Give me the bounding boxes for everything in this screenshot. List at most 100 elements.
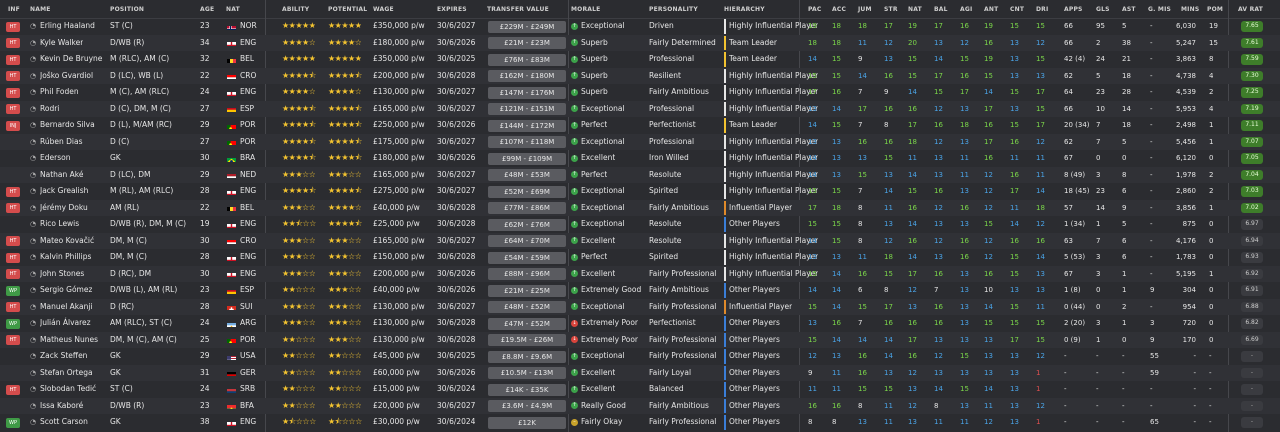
table-row[interactable]: HT ◔ Kyle Walker D/WB (R) 34 ENG ★★★★☆ ★★★★☆ £18… [0,34,1280,51]
player-name[interactable]: Kalvin Phillips [40,252,92,261]
col-nat[interactable]: NAT [226,6,240,13]
player-name[interactable]: Phil Foden [40,87,79,96]
player-name[interactable]: Matheus Nunes [40,334,99,344]
col-ant[interactable]: ANT [984,6,999,13]
col-mins[interactable]: MINS [1181,6,1200,13]
player-name[interactable]: Julián Álvarez [40,318,91,327]
player-name[interactable]: Nathan Aké [40,169,84,179]
status-badge[interactable]: HT [6,54,20,65]
table-row[interactable]: WP ◔ Scott Carson GK 38 ENG ★⯪☆☆☆ ★⯪☆☆☆ £30,000 … [0,414,1280,431]
player-name[interactable]: Jérémy Doku [40,202,88,212]
table-row[interactable]: HT ◔ Erling Haaland ST (C) 23 NOR ★★★★★ ★★★★★ £3… [0,18,1280,35]
status-badge[interactable]: WP [6,417,20,428]
player-name[interactable]: John Stones [40,268,85,278]
status-badge[interactable]: INJ [6,120,20,131]
player-name[interactable]: Bernardo Silva [40,120,95,129]
status-badge[interactable]: HT [6,21,20,32]
status-badge[interactable]: HT [6,87,20,98]
col-pac[interactable]: PAC [808,6,822,13]
player-name[interactable]: Rico Lewis [40,219,80,228]
table-row[interactable]: WP ◔ Julián Álvarez AM (RLC), ST (C) 24 ARG ★★… [0,315,1280,332]
col-ast[interactable]: AST [1122,6,1136,13]
attribute-value: 13 [934,170,943,179]
col-gmis[interactable]: G. MIS [1148,6,1172,13]
col-avrat[interactable]: AV RAT [1238,6,1264,13]
col-position[interactable]: POSITION [110,6,145,13]
player-name[interactable]: Slobodan Tedić [40,384,97,393]
table-row[interactable]: HT ◔ Joško Gvardiol D (LC), WB (L) 22 CRO ★★★★… [0,67,1280,84]
col-name[interactable]: NAME [30,6,51,13]
table-row[interactable]: HT ◔ Jérémy Doku AM (RL) 22 BEL ★★★☆☆ ★★★★☆ £40,… [0,199,1280,216]
table-row[interactable]: ◔ Rico Lewis D/WB (R), DM, M (C) 19 ENG ★★⯪☆☆… [0,216,1280,233]
table-row[interactable]: HT ◔ Mateo Kovačić DM, M (C) 30 CRO ★★★☆☆ ★★★☆☆… [0,232,1280,249]
col-morale[interactable]: MORALE [571,6,601,13]
col-nat-attr[interactable]: NAT [908,6,922,13]
status-badge[interactable]: HT [6,269,20,279]
player-name[interactable]: Zack Steffen [40,351,88,360]
player-name[interactable]: Rodri [40,103,60,113]
col-agi[interactable]: AGI [960,6,973,13]
player-name[interactable]: Rúben Dias [40,136,83,146]
col-potential[interactable]: POTENTIAL [328,6,368,13]
player-name[interactable]: Kevin De Bruyne [40,54,103,63]
player-name[interactable]: Sergio Gómez [40,285,93,294]
status-badge[interactable]: HT [6,186,20,197]
table-row[interactable]: HT ◔ Manuel Akanji D (RC) 28 SUI ★★★☆☆ ★★★☆☆ £13… [0,298,1280,315]
col-age[interactable]: AGE [200,6,215,13]
status-badge[interactable]: WP [6,285,20,296]
status-badge[interactable]: HT [6,71,20,81]
table-row[interactable]: HT ◔ Kalvin Phillips DM, M (C) 28 ENG ★★★☆☆ ★★★… [0,249,1280,266]
table-row[interactable]: HT ◔ Phil Foden M (C), AM (RLC) 24 ENG ★★★★☆ ★★… [0,84,1280,101]
col-gls[interactable]: GLS [1096,6,1110,13]
table-row[interactable]: ◔ Issa Kaboré D/WB (R) 23 BFA ★★☆☆☆ ★★☆☆☆ £20,0… [0,397,1280,414]
attribute-value: 12 [908,286,917,294]
col-transfer-value[interactable]: TRANSFER VALUE [487,6,549,13]
col-jum[interactable]: JUM [858,6,872,13]
table-row[interactable]: ◔ Stefan Ortega GK 31 GER ★★☆☆☆ ★★☆☆☆ £60,000 p… [0,364,1280,381]
status-badge[interactable]: HT [6,252,20,263]
table-row[interactable]: HT ◔ Matheus Nunes DM, M (C), AM (C) 25 POR ★★… [0,331,1280,348]
table-row[interactable]: HT ◔ John Stones D (RC), DM 30 ENG ★★★☆☆ ★★★☆☆ £… [0,265,1280,282]
col-inf[interactable]: INF [8,6,20,13]
table-row[interactable]: ◔ Ederson GK 30 BRA ★★★★⯪ ★★★★⯪ £180,000 p/w 30/… [0,150,1280,167]
player-name[interactable]: Stefan Ortega [40,367,93,377]
table-row[interactable]: HT ◔ Kevin De Bruyne M (RLC), AM (C) 32 BEL ★★… [0,51,1280,68]
col-str[interactable]: STR [884,6,898,13]
col-expires[interactable]: EXPIRES [437,6,467,13]
status-badge[interactable]: HT [6,335,20,345]
col-hierarchy[interactable]: HIERARCHY [724,6,765,13]
table-row[interactable]: ◔ Rúben Dias D (C) 27 POR ★★★★⯪ ★★★★⯪ £175,000 … [0,133,1280,150]
status-badge[interactable]: HT [6,38,20,48]
table-row[interactable]: HT ◔ Slobodan Tedić ST (C) 24 SRB ★★☆☆☆ ★★☆☆☆ £1… [0,381,1280,398]
player-name[interactable]: Jack Grealish [40,186,89,195]
player-name[interactable]: Kyle Walker [40,37,84,47]
table-row[interactable]: INJ ◔ Bernardo Silva D (L), M/AM (RC) 29 POR ★… [0,117,1280,134]
col-cnt[interactable]: CNT [1010,6,1025,13]
table-row[interactable]: HT ◔ Jack Grealish M (RL), AM (RLC) 28 ENG ★★★… [0,183,1280,200]
col-apps[interactable]: APPS [1064,6,1083,13]
table-row[interactable]: ◔ Nathan Aké D (LC), DM 29 NED ★★★☆☆ ★★★☆☆ £165… [0,166,1280,183]
col-dri[interactable]: DRI [1036,6,1049,13]
status-badge[interactable]: HT [6,384,20,395]
col-wage[interactable]: WAGE [373,6,394,13]
player-name[interactable]: Joško Gvardiol [40,70,94,80]
status-badge[interactable]: WP [6,318,20,329]
player-name[interactable]: Scott Carson [40,417,88,426]
status-badge[interactable]: HT [6,302,20,312]
table-row[interactable]: HT ◔ Rodri D (C), DM, M (C) 27 ESP ★★★★⯪ ★★★★⯪ £… [0,100,1280,117]
table-row[interactable]: WP ◔ Sergio Gómez D/WB (L), AM (RL) 23 ESP ★★☆… [0,282,1280,299]
player-name[interactable]: Ederson [40,153,71,162]
col-pom[interactable]: POM [1207,6,1224,13]
player-name[interactable]: Manuel Akanji [40,301,93,311]
player-name[interactable]: Issa Kaboré [40,400,84,410]
status-badge[interactable]: HT [6,203,20,213]
col-acc[interactable]: ACC [832,6,847,13]
col-bal[interactable]: BAL [934,6,948,13]
player-name[interactable]: Erling Haaland [40,21,95,30]
player-name[interactable]: Mateo Kovačić [40,235,95,245]
status-badge[interactable]: HT [6,236,20,246]
col-personality[interactable]: PERSONALITY [649,6,698,13]
table-row[interactable]: ◔ Zack Steffen GK 29 USA ★★☆☆☆ ★★☆☆☆ £45,000 p/… [0,348,1280,365]
status-badge[interactable]: HT [6,104,20,114]
col-ability[interactable]: ABILITY [282,6,310,13]
